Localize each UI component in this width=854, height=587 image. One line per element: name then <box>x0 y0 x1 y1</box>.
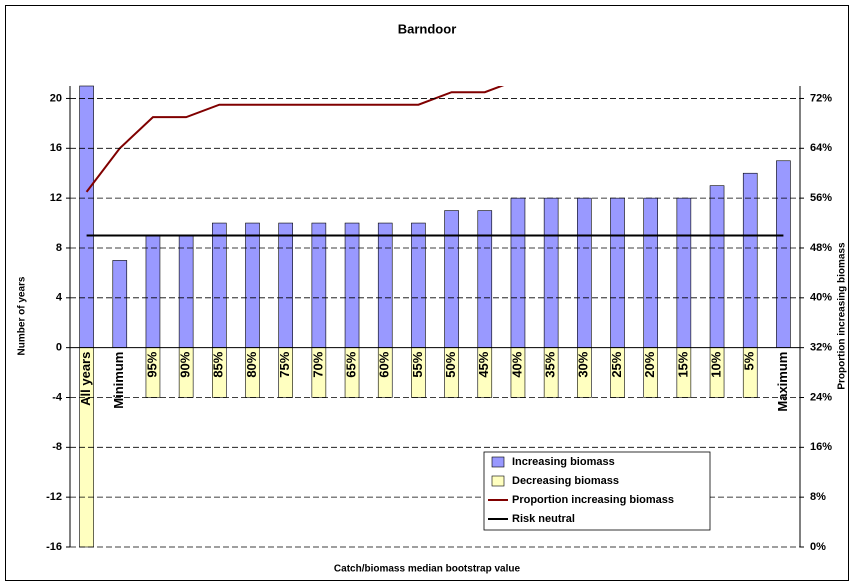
bar <box>444 210 459 348</box>
bar <box>278 222 293 348</box>
bar <box>776 160 791 348</box>
bar <box>344 222 360 348</box>
bar <box>643 197 658 348</box>
y-tick-label: 4 <box>56 292 63 304</box>
y-tick-label: -16 <box>46 541 62 553</box>
bar <box>709 185 725 348</box>
y2-tick-label: 0% <box>810 541 826 553</box>
bar <box>610 197 625 348</box>
bar <box>742 172 758 348</box>
x-axis-title: Catch/biomass median bootstrap value <box>334 564 521 575</box>
legend-swatch <box>491 456 505 468</box>
bar <box>145 235 161 348</box>
y2-tick-label: 16% <box>810 441 832 453</box>
bar <box>510 197 526 348</box>
bar <box>543 197 559 348</box>
x-tick-label: All years <box>78 352 93 406</box>
y-tick-label: 20 <box>50 92 62 104</box>
y2-axis-title: Proportion increasing biomass <box>837 242 848 390</box>
x-tick-label: 75% <box>277 351 292 377</box>
x-tick-label: 20% <box>642 351 657 377</box>
x-tick-label: 50% <box>443 351 458 377</box>
bar <box>112 260 128 348</box>
x-tick-label: 25% <box>609 351 624 377</box>
bar <box>79 85 94 348</box>
legend-label: Decreasing biomass <box>512 475 619 487</box>
y-tick-label: 8 <box>56 242 62 254</box>
y-tick-label: -8 <box>52 441 62 453</box>
bar <box>676 197 692 348</box>
y2-tick-label: 24% <box>810 391 832 403</box>
y-tick-label: 16 <box>50 142 62 154</box>
y-tick-label: -12 <box>46 491 62 503</box>
x-tick-label: 65% <box>343 351 358 377</box>
legend-label: Increasing biomass <box>512 456 615 468</box>
x-tick-label: 15% <box>675 351 690 377</box>
bar <box>377 222 393 348</box>
x-tick-label: Minimum <box>111 352 126 409</box>
bar <box>477 210 493 348</box>
bar <box>411 222 426 348</box>
chart-title: Barndoor <box>398 21 457 36</box>
legend-label: Proportion increasing biomass <box>512 494 674 506</box>
y-tick-label: -4 <box>52 391 63 403</box>
x-tick-label: 70% <box>310 351 325 377</box>
legend-label: Risk neutral <box>512 513 575 525</box>
x-tick-label: 95% <box>144 351 159 377</box>
y2-tick-label: 72% <box>810 92 832 104</box>
y2-tick-label: 32% <box>810 342 832 354</box>
bar <box>178 235 194 348</box>
y-tick-label: 0 <box>56 342 62 354</box>
bar <box>311 222 327 348</box>
x-tick-label: 45% <box>476 351 491 377</box>
bar <box>212 222 227 348</box>
y2-tick-label: 56% <box>810 192 832 204</box>
x-tick-label: 10% <box>708 351 723 377</box>
y2-tick-label: 8% <box>810 491 826 503</box>
y2-tick-label: 64% <box>810 142 832 154</box>
x-tick-label: Maximum <box>775 352 790 412</box>
x-tick-label: 30% <box>576 351 591 377</box>
x-tick-label: 40% <box>509 351 524 377</box>
legend-swatch <box>491 475 505 487</box>
bar <box>577 197 592 348</box>
x-tick-label: 5% <box>742 351 757 370</box>
x-tick-label: 60% <box>377 351 392 377</box>
x-tick-label: 85% <box>211 351 226 377</box>
legend-box <box>483 451 711 531</box>
x-tick-label: 35% <box>543 351 558 377</box>
y2-tick-label: 40% <box>810 292 832 304</box>
y2-tick-label: 48% <box>810 242 832 254</box>
plot-area <box>79 85 791 548</box>
y-axis-title: Number of years <box>17 276 28 355</box>
x-tick-label: 80% <box>244 351 259 377</box>
bar <box>245 222 260 348</box>
x-tick-label: 90% <box>178 351 193 377</box>
y-tick-label: 12 <box>50 192 62 204</box>
x-tick-label: 55% <box>410 351 425 377</box>
